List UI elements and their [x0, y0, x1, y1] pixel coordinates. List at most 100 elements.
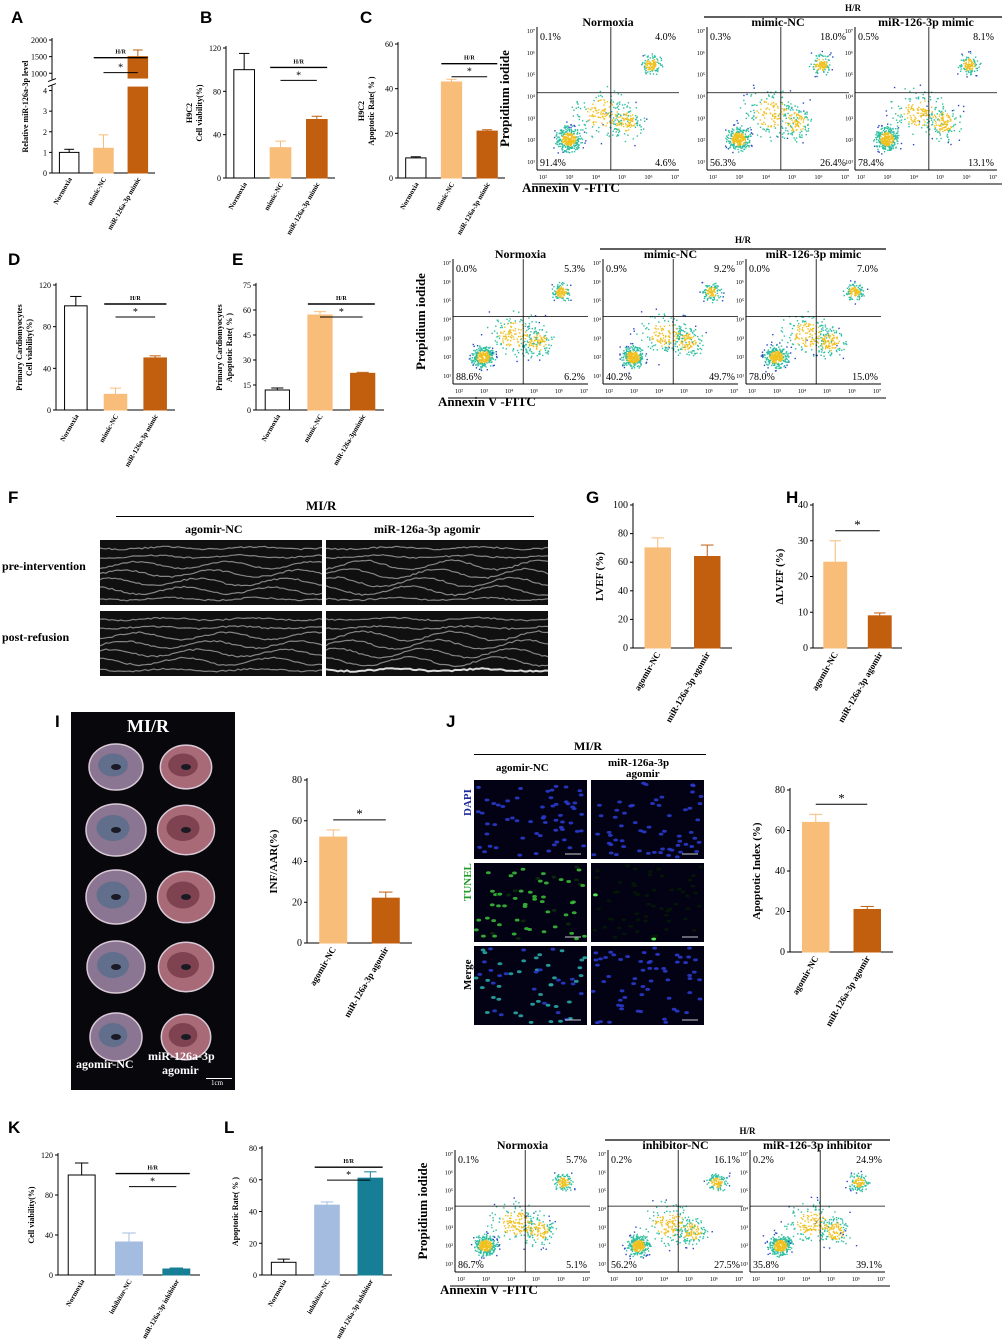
flow-dot [824, 339, 826, 341]
flow-dot [630, 352, 632, 354]
flow-dot [688, 351, 690, 353]
flow-dot [629, 364, 631, 366]
flow-dot [763, 349, 766, 351]
flow-dot [476, 356, 479, 359]
flow-dot [557, 295, 560, 297]
flow-dot [563, 140, 566, 143]
flow-dot [762, 355, 765, 358]
flow-dot [626, 105, 629, 107]
flow-dot [607, 132, 609, 134]
flow-dot [556, 143, 558, 146]
flow-dot [776, 355, 778, 357]
flow-dot [824, 335, 826, 337]
flow-dot [886, 136, 888, 138]
flow-dot [926, 126, 929, 129]
flow-dot [640, 126, 642, 128]
flow-dot [704, 291, 706, 294]
flow-dot [632, 356, 634, 359]
flow-dot [555, 135, 558, 137]
flow-dot [849, 292, 852, 294]
flow-dot [478, 360, 480, 362]
flow-dot [942, 111, 944, 114]
flow-dot [699, 339, 701, 341]
flow-dot [909, 100, 911, 102]
flow-dot [522, 345, 524, 348]
flow-dot [855, 294, 858, 296]
flow-title-C-1: mimic-NC [751, 15, 804, 29]
flow-dot [938, 124, 940, 127]
flow-dot [620, 93, 622, 96]
flow-y-tick-E: 10² [443, 355, 451, 361]
flow-dot [966, 73, 968, 75]
y-axis-label-G: LVEF (%) [594, 552, 606, 601]
flow-dot [859, 293, 861, 296]
flow-dot [818, 63, 821, 66]
flow-dot [659, 339, 662, 341]
flow-dot [565, 126, 567, 129]
flow-dot [747, 135, 750, 137]
flow-dot [487, 1252, 489, 1255]
flow-dot [682, 314, 684, 317]
flow-dot [908, 111, 910, 113]
flow-dot [821, 321, 823, 323]
flow-dot [881, 124, 883, 127]
flow-dot [634, 360, 637, 362]
flow-dot [687, 333, 690, 335]
flow-dot [729, 140, 731, 143]
flow-dot [468, 358, 471, 360]
flow-dot [851, 287, 853, 289]
flow-dot [651, 66, 654, 69]
flow-dot [968, 51, 970, 53]
flow-dot [636, 353, 638, 356]
flow-dot [733, 140, 735, 142]
flow-dot [565, 133, 567, 135]
flow-dot [925, 111, 928, 113]
flow-dot [930, 114, 933, 116]
flow-dot [879, 138, 882, 140]
flow-dot [772, 106, 775, 109]
flow-dot [636, 357, 639, 359]
flow-y-tick-C: 10² [845, 138, 853, 144]
flow-dot [728, 129, 730, 132]
flow-dot [573, 150, 576, 153]
flow-dot [649, 70, 651, 73]
flow-dot [510, 344, 512, 346]
flow-dot [760, 355, 763, 357]
flow-dot [765, 361, 767, 363]
flow-dot [876, 145, 879, 147]
flow-dot [628, 356, 630, 358]
flow-dot [656, 349, 659, 351]
flow-dot [574, 149, 577, 151]
flow-dot [666, 350, 669, 352]
flow-dot [920, 127, 923, 129]
flow-dot [777, 136, 779, 138]
flow-dot [777, 105, 779, 108]
flow-dot [621, 359, 623, 361]
flow-dot [541, 329, 543, 331]
flow-dot [890, 141, 893, 143]
flow-dot [789, 109, 792, 111]
flow-dot [813, 338, 815, 341]
flow-dot [770, 125, 773, 127]
flow-dot [514, 320, 516, 322]
flow-dot [890, 123, 892, 126]
flow-dot [477, 364, 480, 366]
flow-dot [481, 1240, 484, 1242]
flow-dot [732, 142, 735, 144]
flow-dot [649, 68, 651, 70]
flow-dot [833, 329, 835, 332]
flow-y-tick-E: 10² [593, 355, 601, 361]
y-tick-label-A: 1000 [31, 69, 47, 78]
flow-dot [568, 129, 571, 131]
flow-dot [484, 354, 486, 356]
flow-dot [769, 351, 771, 353]
flow-dot [517, 341, 519, 344]
flow-dot [506, 318, 508, 321]
flow-dot [708, 285, 710, 287]
flow-dot [857, 293, 860, 295]
flow-dot [652, 64, 655, 66]
flow-dot [946, 128, 948, 130]
flow-dot [535, 347, 538, 349]
flow-dot [633, 347, 636, 349]
flow-dot [971, 67, 974, 70]
